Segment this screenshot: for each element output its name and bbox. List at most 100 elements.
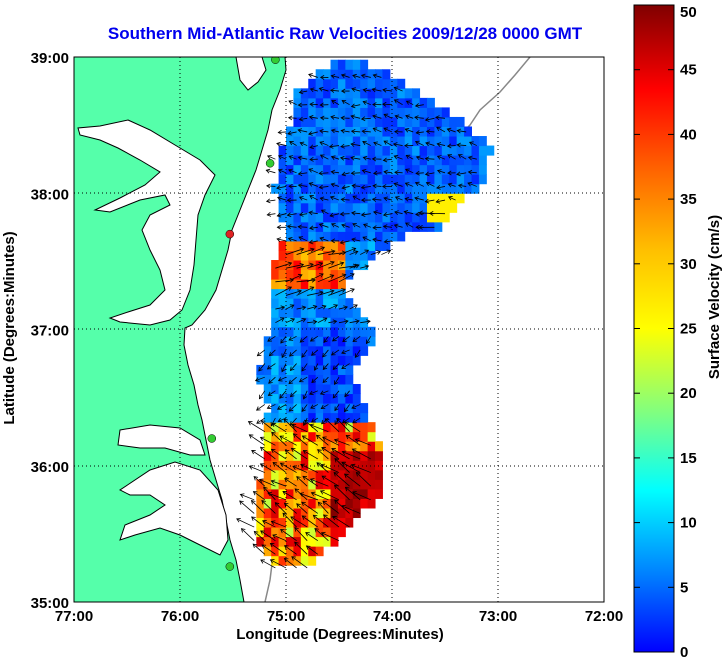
velocity-cell bbox=[271, 183, 280, 194]
velocity-cell bbox=[323, 155, 332, 166]
velocity-vector bbox=[384, 240, 393, 243]
velocity-cell bbox=[486, 145, 495, 156]
vector-arrowhead bbox=[271, 422, 277, 428]
vector-arrowhead bbox=[344, 319, 349, 324]
vector-arrowhead bbox=[334, 420, 339, 426]
velocity-vector bbox=[352, 335, 361, 342]
vector-arrowhead bbox=[297, 102, 303, 108]
velocity-cell bbox=[315, 384, 324, 395]
velocity-cell bbox=[382, 145, 391, 156]
velocity-cell bbox=[337, 336, 346, 347]
velocity-vector bbox=[351, 238, 361, 242]
velocity-vector bbox=[288, 100, 297, 106]
velocity-cell bbox=[345, 517, 354, 528]
velocity-cell bbox=[337, 97, 346, 108]
vector-arrowhead bbox=[436, 185, 441, 190]
vector-arrowhead bbox=[394, 129, 399, 135]
velocity-cell bbox=[345, 59, 354, 70]
velocity-cell bbox=[323, 97, 332, 108]
vector-arrowhead bbox=[258, 366, 263, 372]
velocity-vector bbox=[331, 100, 340, 106]
velocity-cell bbox=[308, 498, 317, 509]
velocity-cell bbox=[330, 536, 339, 547]
velocity-cell bbox=[315, 221, 324, 232]
velocity-cell bbox=[367, 240, 376, 251]
velocity-vector bbox=[322, 363, 329, 370]
velocity-cell bbox=[286, 555, 294, 566]
velocity-cell bbox=[412, 126, 421, 137]
vector-arrowhead bbox=[341, 88, 346, 94]
vector-arrowhead bbox=[288, 336, 294, 341]
vector-arrowhead bbox=[418, 210, 423, 216]
velocity-vector bbox=[373, 127, 382, 133]
vector-arrowhead bbox=[334, 380, 339, 385]
vector-arrowhead bbox=[259, 436, 265, 441]
velocity-vector bbox=[322, 500, 340, 514]
vector-arrowhead bbox=[288, 379, 294, 385]
vector-arrowhead bbox=[318, 86, 324, 92]
vector-arrowhead bbox=[301, 501, 306, 507]
vector-arrowhead bbox=[314, 527, 319, 533]
velocity-cell bbox=[441, 202, 450, 213]
velocity-cell bbox=[330, 269, 339, 280]
velocity-vector bbox=[307, 291, 324, 296]
velocity-cell bbox=[308, 441, 317, 452]
velocity-cell bbox=[293, 288, 302, 299]
velocity-cell bbox=[389, 193, 398, 204]
velocity-cell bbox=[367, 69, 376, 80]
velocity-cell bbox=[360, 469, 369, 480]
vector-arrowhead bbox=[287, 115, 293, 121]
velocity-vector bbox=[320, 197, 329, 201]
velocity-cell bbox=[323, 326, 332, 337]
velocity-vector bbox=[308, 74, 318, 78]
velocity-vector bbox=[285, 264, 304, 269]
vector-arrowhead bbox=[414, 196, 419, 201]
velocity-cell bbox=[278, 174, 287, 185]
velocity-vector bbox=[271, 431, 287, 446]
velocity-cell bbox=[367, 88, 376, 99]
velocity-cell bbox=[404, 145, 413, 156]
vector-arrowhead bbox=[424, 171, 430, 177]
velocity-cell bbox=[286, 355, 294, 366]
velocity-cell bbox=[278, 164, 287, 175]
velocity-cell bbox=[315, 231, 324, 242]
velocity-cell bbox=[345, 231, 354, 242]
velocity-cell bbox=[441, 126, 450, 137]
colorbar-tick-label: 40 bbox=[680, 126, 697, 143]
velocity-vector bbox=[350, 157, 361, 160]
velocity-vector bbox=[332, 390, 340, 399]
velocity-cell bbox=[375, 221, 383, 232]
vector-arrowhead bbox=[383, 169, 388, 175]
velocity-cell bbox=[271, 403, 280, 414]
velocity-cell bbox=[478, 136, 487, 147]
velocity-cell bbox=[345, 212, 354, 223]
velocity-cell bbox=[345, 107, 354, 118]
vector-arrowhead bbox=[298, 236, 304, 241]
velocity-cell bbox=[434, 136, 443, 147]
vector-arrowhead bbox=[298, 116, 304, 122]
vector-arrowhead bbox=[301, 305, 307, 311]
velocity-cell bbox=[352, 107, 361, 118]
velocity-cell bbox=[375, 460, 383, 471]
vector-arrowhead bbox=[405, 168, 410, 173]
vector-arrowhead bbox=[332, 319, 338, 325]
velocity-cell bbox=[404, 97, 413, 108]
vector-arrowhead bbox=[362, 236, 368, 241]
velocity-cell bbox=[337, 403, 346, 414]
vector-arrowhead bbox=[435, 198, 441, 204]
vector-arrowhead bbox=[414, 140, 420, 146]
velocity-cell bbox=[278, 260, 287, 271]
velocity-cell bbox=[300, 336, 309, 347]
vector-arrowhead bbox=[277, 417, 283, 423]
velocity-cell bbox=[375, 441, 383, 452]
velocity-cell bbox=[345, 393, 354, 404]
velocity-cell bbox=[315, 317, 324, 328]
velocity-cell bbox=[308, 469, 317, 480]
velocity-cell bbox=[382, 202, 391, 213]
velocity-cell bbox=[330, 107, 339, 118]
velocity-cell bbox=[352, 498, 361, 509]
vector-arrowhead bbox=[312, 319, 318, 325]
y-axis-label: Latitude (Degrees:Minutes) bbox=[1, 231, 18, 424]
velocity-cell bbox=[286, 307, 294, 318]
